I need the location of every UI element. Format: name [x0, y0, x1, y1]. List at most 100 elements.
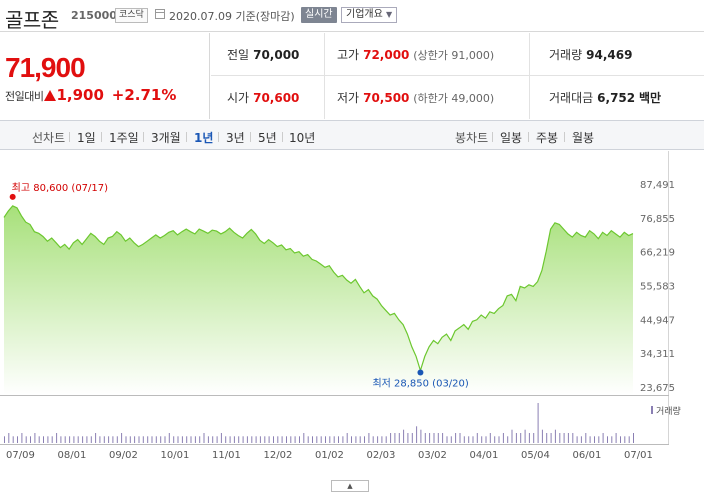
- divider: [564, 132, 565, 142]
- volume-bar: [56, 433, 58, 443]
- volume-bar: [459, 433, 461, 443]
- volume-bar: [233, 436, 235, 443]
- volume-bar: [624, 436, 626, 443]
- x-tick-label: 04/01: [470, 450, 499, 461]
- volume-bar: [4, 436, 5, 443]
- volume-bar: [364, 436, 365, 443]
- volume-bar: [589, 436, 591, 443]
- volume-bar: [21, 433, 23, 443]
- volume-bar: [69, 436, 71, 443]
- volume-bar: [95, 433, 97, 443]
- corp-info-label: 기업개요: [346, 9, 383, 20]
- volume-bar: [30, 436, 31, 443]
- tab-1y[interactable]: 1년: [194, 131, 214, 145]
- y-tick-label: 66,219: [640, 248, 675, 259]
- volume-bar: [463, 436, 465, 443]
- volume-bar: [498, 436, 500, 443]
- open-value: 70,600: [253, 91, 300, 105]
- volume-bar: [303, 433, 305, 443]
- volume-bar: [620, 436, 621, 443]
- volume-bar: [160, 436, 162, 443]
- scroll-up-button[interactable]: ▲: [331, 480, 369, 492]
- tab-daily[interactable]: 일봉: [500, 131, 523, 145]
- volume-bar: [494, 436, 496, 443]
- y-tick-label: 34,311: [640, 349, 675, 360]
- volume-bar: [112, 436, 114, 443]
- tab-1d[interactable]: 1일: [77, 131, 96, 145]
- volume-bar: [164, 436, 166, 443]
- amount-label: 거래대금: [549, 91, 594, 105]
- volume-bar: [546, 433, 548, 443]
- stock-code: 215000: [71, 9, 117, 22]
- divider: [529, 33, 530, 119]
- tab-5y[interactable]: 5년: [258, 131, 277, 145]
- price-line: [3, 205, 634, 373]
- volume-bar: [502, 433, 504, 443]
- volume-bar: [155, 436, 157, 443]
- volume-bar: [481, 436, 483, 443]
- volume-bar: [359, 436, 361, 443]
- quote-date: 2020.07.09 기준(장마감): [169, 10, 295, 23]
- volume-bar: [138, 436, 140, 443]
- volume-bar: [8, 433, 10, 443]
- volume-bar: [515, 433, 517, 443]
- volume-bar: [511, 429, 513, 443]
- volume-bar: [372, 436, 374, 443]
- volume-bar: [338, 436, 339, 443]
- volume-bar: [377, 436, 379, 443]
- x-tick-label: 08/01: [58, 450, 87, 461]
- volume-bar: [316, 436, 318, 443]
- volume-bar: [390, 433, 392, 443]
- tab-monthly[interactable]: 월봉: [572, 131, 595, 145]
- high-value: 72,000: [363, 48, 410, 62]
- tab-3y[interactable]: 3년: [226, 131, 245, 145]
- volume-bar: [82, 436, 84, 443]
- tab-3m[interactable]: 3개월: [151, 131, 181, 145]
- volume-bar: [554, 429, 556, 443]
- corp-info-dropdown[interactable]: 기업개요 ▼: [341, 7, 398, 23]
- volume-bar: [615, 433, 617, 443]
- volume-bar: [450, 436, 452, 443]
- volume-bar: [229, 436, 231, 443]
- change-label: 전일대비: [5, 90, 44, 103]
- stock-name: 골프존: [5, 8, 59, 32]
- realtime-button[interactable]: 실시간: [301, 7, 337, 23]
- volume-bar: [611, 436, 613, 443]
- candle-chart-label: 봉차트: [455, 131, 489, 145]
- tab-1w[interactable]: 1주일: [109, 131, 139, 145]
- volume-bar: [294, 436, 296, 443]
- tab-weekly[interactable]: 주봉: [536, 131, 559, 145]
- volume-bar: [134, 436, 136, 443]
- volume-value: 94,469: [586, 48, 633, 62]
- volume-bar: [407, 433, 409, 443]
- price-chart[interactable]: 87,491 76,855 66,219 55,583 44,947 34,311 23,6…: [0, 151, 704, 496]
- volume-bar: [550, 433, 552, 443]
- x-tick-label: 03/02: [418, 450, 447, 461]
- volume-bar: [125, 436, 127, 443]
- volume-bar: [446, 436, 448, 443]
- current-price: 71,900: [5, 52, 86, 83]
- price-panel: 71,900 전일대비 1,900 +2.71%: [0, 33, 210, 119]
- change-percent: +2.71%: [111, 86, 177, 104]
- volume-bar: [242, 436, 244, 443]
- volume-bar: [607, 436, 608, 443]
- price-stats: 전일 70,000 고가 72,000 (상한가 91,000) 거래량 94,469…: [211, 33, 704, 119]
- volume-bar: [355, 436, 357, 443]
- volume-bar: [268, 436, 270, 443]
- volume-bar: [64, 436, 66, 443]
- volume-bar: [17, 436, 18, 443]
- volume-bar: [225, 436, 227, 443]
- tab-10y[interactable]: 10년: [289, 131, 316, 145]
- volume-legend: 거래량: [656, 405, 681, 417]
- volume-bar: [12, 436, 14, 443]
- trade-amount: 거래대금 6,752 백만: [549, 89, 661, 106]
- volume-bar: [116, 436, 118, 443]
- volume-bar: [585, 433, 587, 443]
- x-tick-label: 02/03: [367, 450, 396, 461]
- volume-bar: [25, 436, 27, 443]
- volume-bar: [199, 436, 201, 443]
- x-tick-label: 06/01: [573, 450, 602, 461]
- y-tick-label: 87,491: [640, 180, 675, 191]
- volume-bar: [416, 426, 418, 443]
- up-arrow-icon: [44, 90, 57, 101]
